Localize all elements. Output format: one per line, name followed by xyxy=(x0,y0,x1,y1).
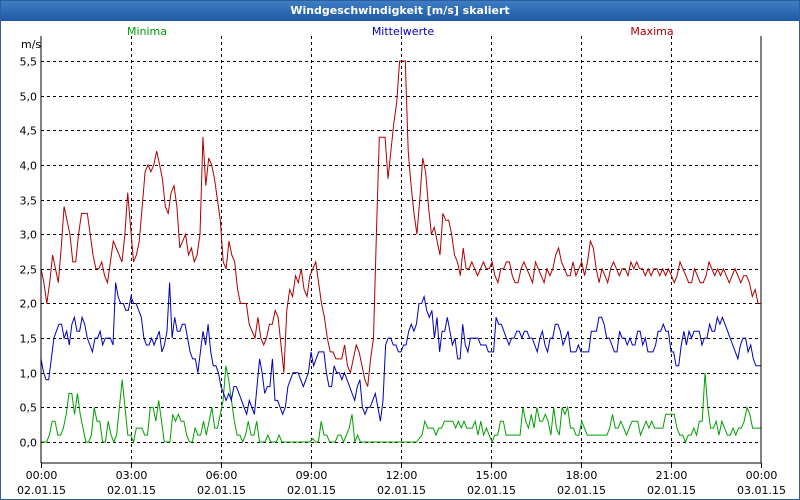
series-line-minima xyxy=(41,365,761,444)
x-tick-time-label: 00:00 xyxy=(26,469,58,482)
x-tick-date-label: 02.01.15 xyxy=(17,484,66,497)
legend-minima: Minima xyxy=(127,25,167,38)
x-tick-time-label: 12:00 xyxy=(386,469,418,482)
x-tick-time-label: 06:00 xyxy=(206,469,238,482)
x-tick-date-label: 02.01.15 xyxy=(467,484,516,497)
y-tick-label: 0,0 xyxy=(20,437,38,450)
x-tick-date-label: 02.01.15 xyxy=(647,484,696,497)
y-axis: 0,0 0,5 1,0 1,5 2,0 2,5 3,0 3,5 4,0 4,5 5,0 5,5 xyxy=(20,56,38,450)
y-tick-label: 0,5 xyxy=(20,402,38,415)
y-tick-label: 1,5 xyxy=(20,333,38,346)
series-line-maxima xyxy=(40,60,761,387)
y-tick-label: 3,5 xyxy=(20,195,38,208)
legend-mittelwerte: Mittelwerte xyxy=(372,25,435,38)
grid-lines xyxy=(41,36,761,463)
y-tick-label: 5,5 xyxy=(20,56,38,69)
x-tick-date-label: 02.01.15 xyxy=(197,484,246,497)
y-tick-label: 1,0 xyxy=(20,368,38,381)
x-tick-date-label: 02.01.15 xyxy=(107,484,156,497)
x-tick-time-label: 21:00 xyxy=(656,469,688,482)
x-axis: 00:00 02.01.15 03:00 02.01.15 06:00 02.01.15 0… xyxy=(17,463,786,497)
legend-maxima: Maxima xyxy=(630,25,673,38)
x-tick-time-label: 09:00 xyxy=(296,469,328,482)
x-tick-date-label: 03.01.15 xyxy=(737,484,786,497)
wind-speed-chart: 0,0 0,5 1,0 1,5 2,0 2,5 3,0 3,5 4,0 4,5 5,0 5,5 00:… xyxy=(1,22,799,499)
y-axis-label: m/s xyxy=(21,38,41,51)
x-tick-time-label: 18:00 xyxy=(566,469,598,482)
y-tick-label: 2,0 xyxy=(20,298,38,311)
series-line-mittelwerte xyxy=(40,282,761,422)
x-tick-time-label: 00:00 xyxy=(746,469,778,482)
plot-area-background xyxy=(1,22,799,499)
legend: Minima Mittelwerte Maxima xyxy=(127,25,674,38)
y-tick-label: 4,0 xyxy=(20,160,38,173)
window-title: Windgeschwindigkeit [m/s] skaliert xyxy=(1,1,799,21)
series-lines xyxy=(40,60,761,444)
x-tick-time-label: 03:00 xyxy=(116,469,148,482)
x-tick-date-label: 02.01.15 xyxy=(557,484,606,497)
x-tick-time-label: 15:00 xyxy=(476,469,508,482)
y-tick-label: 4,5 xyxy=(20,125,38,138)
x-tick-date-label: 02.01.15 xyxy=(287,484,336,497)
x-tick-date-label: 02.01.15 xyxy=(377,484,426,497)
y-tick-label: 2,5 xyxy=(20,264,38,277)
y-tick-label: 3,0 xyxy=(20,229,38,242)
y-tick-label: 5,0 xyxy=(20,91,38,104)
